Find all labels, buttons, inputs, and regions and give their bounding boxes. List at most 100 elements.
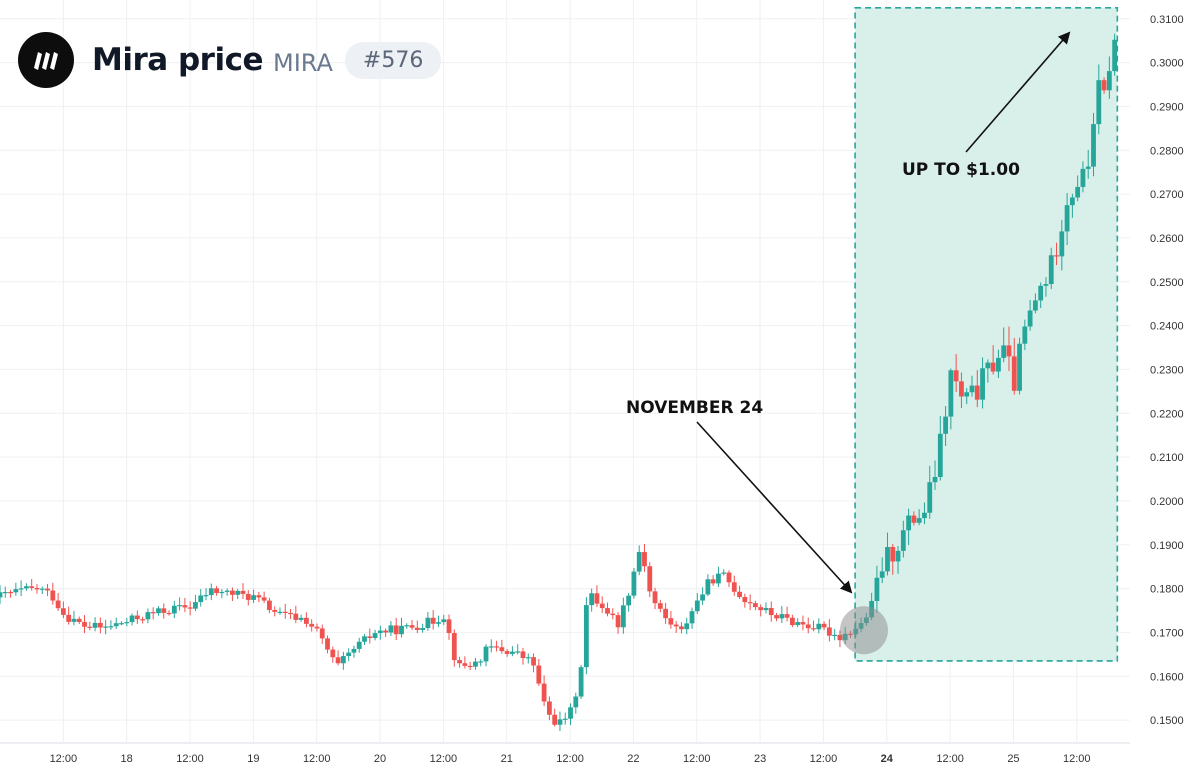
candle-body (684, 623, 690, 630)
candle-body (182, 605, 188, 608)
x-tick-label: 20 (374, 753, 386, 765)
candle-body (325, 638, 330, 650)
candle-body (76, 618, 82, 622)
candle-body (874, 577, 880, 601)
candle-body (140, 619, 146, 621)
candle-body (356, 641, 362, 649)
candle-body (45, 588, 50, 591)
y-tick-label: 0.2300 (1150, 364, 1184, 376)
candle-body (821, 623, 827, 628)
candle-body (224, 590, 230, 592)
y-tick-label: 0.1600 (1150, 671, 1184, 683)
candle-body (404, 625, 410, 627)
candle-body (721, 572, 727, 574)
candle-body (974, 385, 980, 400)
candle-body (1011, 356, 1017, 391)
candle-body (425, 617, 431, 629)
candle-body (1112, 39, 1118, 72)
candle-body (541, 683, 547, 702)
candle-body (636, 552, 642, 572)
candle-body (145, 612, 151, 620)
candle-body (66, 614, 72, 622)
candle-body (890, 546, 896, 562)
y-tick-label: 0.1700 (1150, 627, 1184, 639)
candle-body (520, 651, 526, 659)
candle-body (679, 626, 684, 630)
candle-body (346, 652, 352, 657)
candle-body (594, 593, 600, 604)
y-tick-label: 0.3000 (1150, 58, 1184, 70)
candle-body (388, 625, 394, 633)
token-symbol: MIRA (272, 49, 333, 77)
candle-body (219, 591, 225, 594)
page-title: Mira price (92, 42, 263, 78)
candle-body (1064, 205, 1070, 232)
candle-body (1080, 168, 1086, 187)
candle-body (795, 622, 801, 626)
annotation-right-label: UP TO $1.00 (902, 160, 1020, 180)
candle-body (367, 636, 373, 638)
candle-body (351, 648, 357, 653)
candle-body (156, 608, 161, 614)
candle-body (615, 615, 621, 628)
candle-body (916, 518, 922, 523)
candle-body (383, 630, 389, 633)
candle-body (557, 719, 563, 725)
candle-body (673, 624, 679, 627)
candle-body (620, 605, 626, 628)
y-tick-label: 0.2400 (1150, 321, 1184, 333)
annotation-arrow-right (965, 31, 1071, 153)
candle-body (409, 625, 415, 628)
candle-body (626, 595, 632, 606)
x-tick-label: 23 (754, 753, 766, 765)
header: Mira price MIRA #576 (18, 30, 442, 90)
x-tick-label: 21 (501, 753, 513, 765)
candle-body (700, 594, 705, 601)
candle-body (462, 663, 468, 666)
candle-body (1085, 166, 1091, 169)
candle-body (1032, 300, 1038, 311)
candle-body (240, 590, 246, 594)
y-tick-label: 0.2700 (1150, 189, 1184, 201)
y-tick-label: 0.2500 (1150, 277, 1184, 289)
annotation-arrow-left (696, 421, 853, 594)
candle-body (55, 600, 61, 609)
x-tick-label: 18 (121, 753, 133, 765)
candle-body (1075, 186, 1081, 198)
candle-body (800, 622, 806, 625)
candle-body (441, 619, 447, 623)
candle-body (937, 433, 943, 477)
candle-body (911, 515, 917, 523)
candle-body (288, 612, 293, 615)
candle-body (747, 602, 753, 604)
candle-body (314, 626, 320, 629)
y-tick-label: 0.2000 (1150, 496, 1184, 508)
candle-body (969, 385, 975, 393)
candle-body (953, 370, 959, 382)
candle-body (552, 714, 558, 725)
x-tick-label: 12:00 (303, 753, 331, 765)
candle-body (451, 633, 457, 661)
candle-body (731, 582, 737, 592)
candle-body (499, 647, 505, 652)
candle-body (583, 605, 589, 668)
candle-body (393, 625, 399, 635)
candle-body (193, 602, 198, 609)
x-tick-label: 12:00 (50, 753, 78, 765)
candle-body (737, 591, 742, 598)
candle-body (230, 590, 235, 595)
candle-body (103, 626, 109, 628)
candle-body (29, 586, 35, 588)
candle-body (1006, 345, 1012, 357)
candle-body (932, 476, 938, 483)
x-axis: 12:00 18 12:00 19 12:00 20 12:00 21 12:00 22 12:00… (0, 742, 1130, 765)
candle-body (631, 571, 637, 596)
candle-body (24, 586, 29, 589)
candle-body (282, 611, 288, 614)
candle-body (716, 573, 721, 584)
candle-body (34, 587, 40, 590)
y-tick-label: 0.1900 (1150, 540, 1184, 552)
candle-body (652, 591, 658, 604)
candle-body (1038, 285, 1044, 301)
